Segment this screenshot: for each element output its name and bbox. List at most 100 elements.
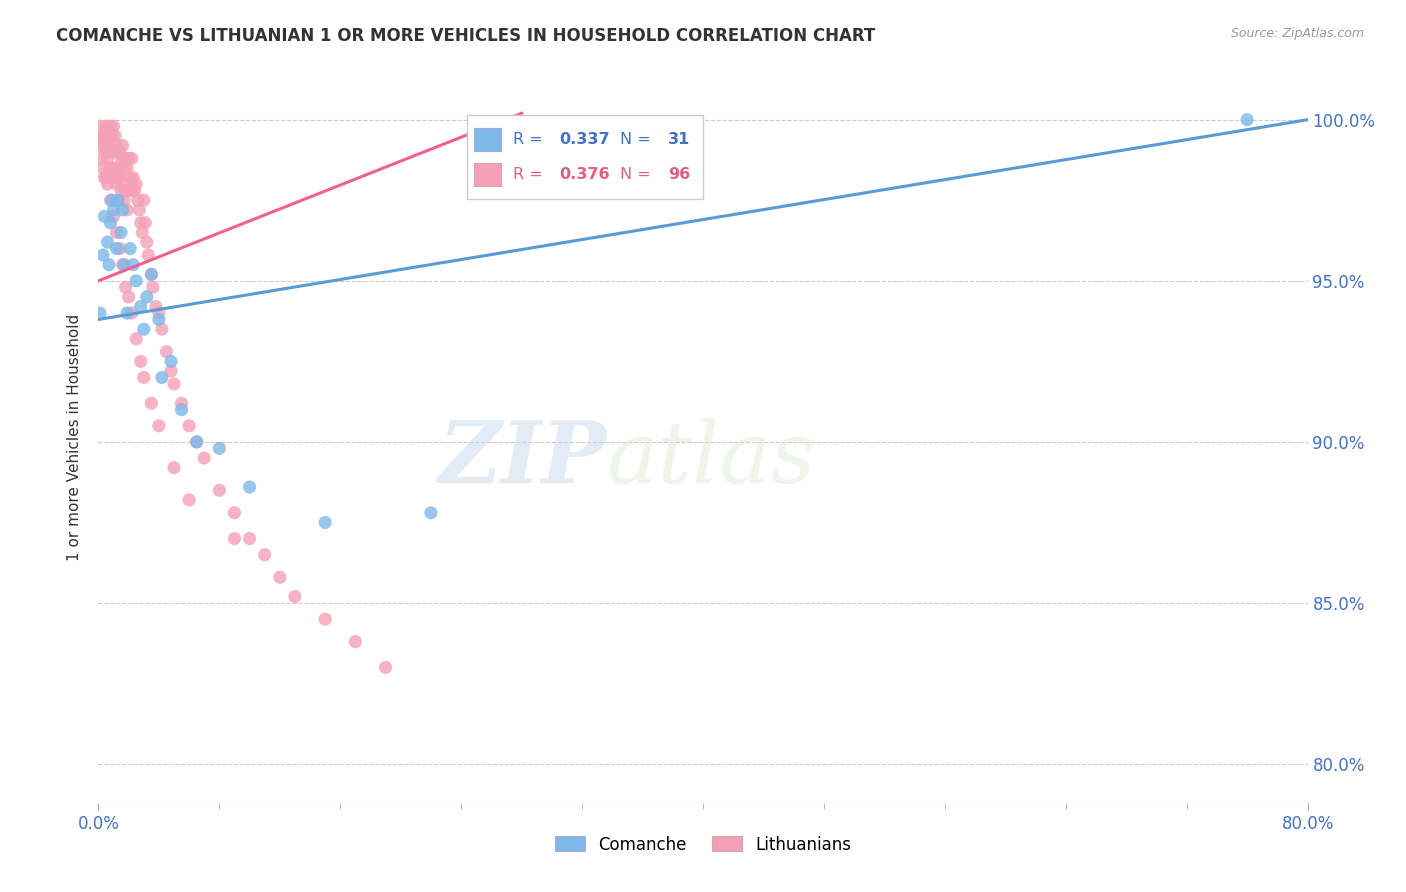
Point [104,161,127,175]
Text: 96: 96 [668,167,690,182]
Point [90,128,112,143]
Point [121,306,143,320]
Point [314,516,336,530]
Point [193,450,215,465]
Point [96,128,118,143]
Text: R =: R = [513,132,548,147]
Point [125,332,148,346]
Point [170,396,193,410]
Text: N =: N = [620,167,655,182]
Point [105,177,128,191]
Point [208,483,231,498]
Point [269,570,291,584]
Text: 31: 31 [668,132,690,147]
Point [125,177,148,191]
Point [101,161,124,175]
Point [118,184,141,198]
Point [91,248,114,262]
Point [179,492,201,507]
Point [141,268,163,282]
Text: COMANCHE VS LITHUANIAN 1 OR MORE VEHICLES IN HOUSEHOLD CORRELATION CHART: COMANCHE VS LITHUANIAN 1 OR MORE VEHICLE… [56,27,876,45]
Point [101,193,124,207]
Text: ZIP: ZIP [439,417,606,500]
Point [186,434,208,449]
Point [122,170,145,185]
Point [148,306,170,320]
Point [124,184,146,198]
Point [150,370,173,384]
Point [125,274,148,288]
Point [148,418,170,433]
Point [115,161,138,175]
Point [90,152,112,166]
Point [111,202,134,217]
Text: R =: R = [513,167,548,182]
FancyBboxPatch shape [474,128,501,151]
Point [108,145,131,159]
Y-axis label: 1 or more Vehicles in Household: 1 or more Vehicles in Household [67,313,83,561]
Point [94,119,117,133]
Point [120,242,142,256]
Point [224,506,246,520]
Point [284,590,307,604]
Point [239,480,262,494]
Point [134,216,156,230]
Point [100,145,122,159]
Point [163,460,186,475]
Point [420,506,443,520]
Point [186,434,208,449]
Point [103,202,125,217]
Point [89,138,111,153]
Point [122,258,145,272]
Point [103,145,125,159]
Point [96,177,118,191]
Point [98,138,121,153]
Point [107,193,129,207]
Point [112,161,135,175]
Point [105,138,128,153]
Point [129,300,152,314]
Text: 0.337: 0.337 [560,132,610,147]
Point [148,312,170,326]
Point [110,152,132,166]
Point [107,168,129,182]
Point [120,170,142,185]
Point [89,119,111,133]
Point [314,612,336,626]
Point [132,322,155,336]
Point [208,442,231,456]
Point [160,354,183,368]
Point [121,184,143,198]
Point [142,280,165,294]
Point [103,119,125,133]
Point [160,364,183,378]
Point [224,532,246,546]
Point [105,242,128,256]
Point [111,258,134,272]
Point [103,170,125,185]
Point [239,532,262,546]
Point [111,138,134,153]
Legend: Comanche, Lithuanians: Comanche, Lithuanians [548,829,858,860]
Point [101,128,124,143]
Point [135,235,157,249]
Point [131,226,153,240]
Point [155,344,177,359]
Point [179,418,201,433]
Point [94,145,117,159]
Point [91,128,114,143]
Point [129,216,152,230]
Text: atlas: atlas [606,417,815,500]
FancyBboxPatch shape [474,163,501,186]
Point [115,202,138,217]
Point [108,242,131,256]
Point [89,306,111,320]
Point [93,138,115,153]
Point [344,634,367,648]
Point [170,402,193,417]
Point [110,226,132,240]
Point [91,161,114,175]
Point [114,280,136,294]
Point [115,306,138,320]
Text: N =: N = [620,132,655,147]
